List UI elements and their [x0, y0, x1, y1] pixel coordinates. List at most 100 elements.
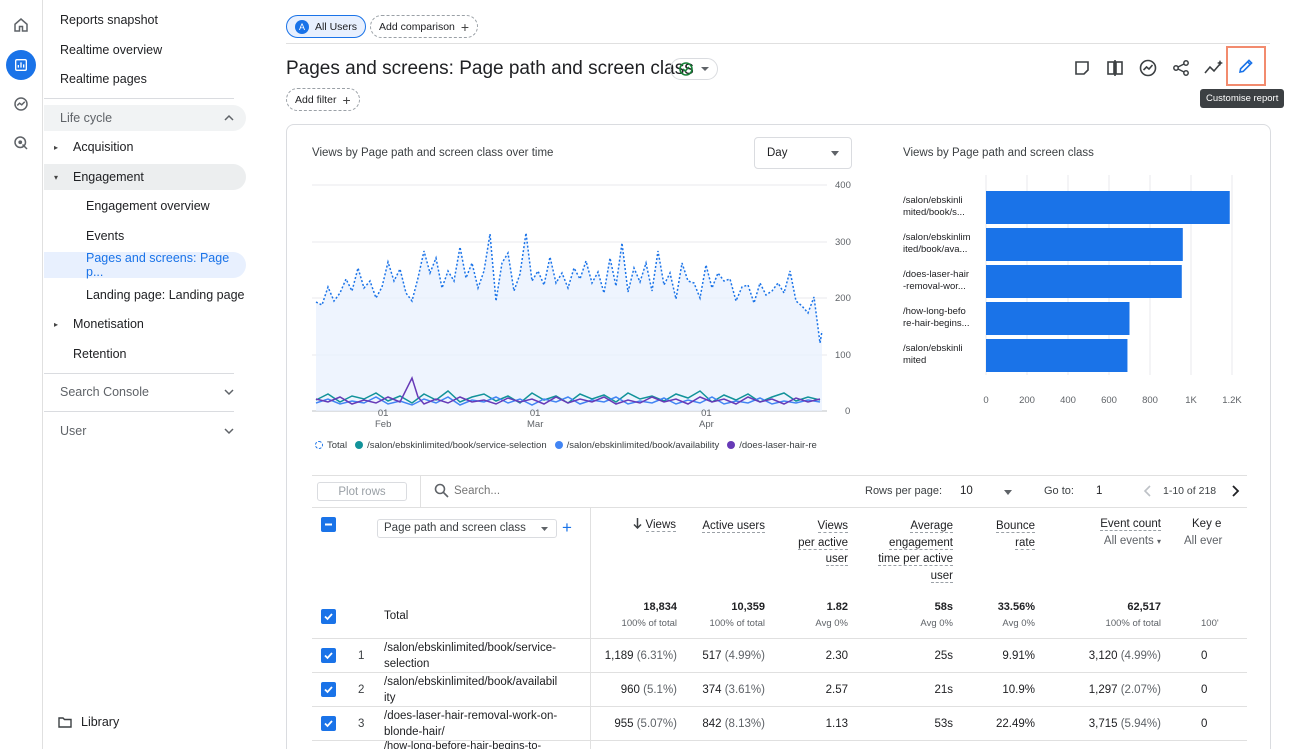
row-event-count: 1,297 (2.07%): [1088, 684, 1161, 696]
status-dropdown[interactable]: [670, 58, 718, 80]
bar[interactable]: [986, 191, 1230, 224]
dimension-label: Page path and screen class: [384, 522, 526, 534]
line-chart: [312, 184, 827, 412]
legend-item-laser-hair[interactable]: /does-laser-hair-re: [727, 440, 817, 451]
rows-per-page-select[interactable]: 10: [960, 485, 1022, 497]
column-header-key-events[interactable]: Key e: [1192, 518, 1222, 530]
column-header-active-users[interactable]: Active users: [702, 520, 765, 533]
share-icon[interactable]: [1168, 55, 1194, 81]
nav-monetisation[interactable]: ▸ Monetisation: [44, 311, 246, 337]
legend-item-total[interactable]: Total: [315, 440, 347, 451]
table-row[interactable]: 1/salon/ebskinlimited/book/service-selec…: [312, 639, 1247, 673]
customise-report-button[interactable]: [1226, 46, 1266, 86]
home-icon[interactable]: [6, 10, 36, 40]
nav-pages-and-screens[interactable]: Pages and screens: Page p...: [44, 251, 246, 279]
bar[interactable]: [986, 228, 1183, 261]
key-events-filter[interactable]: All ever: [1184, 535, 1223, 547]
row-key-events: 0: [1201, 718, 1208, 730]
nav-library[interactable]: Library: [44, 709, 246, 735]
nav-realtime-pages[interactable]: Realtime pages: [44, 66, 246, 92]
search-input[interactable]: [454, 481, 654, 501]
bar[interactable]: [986, 339, 1128, 372]
column-header-avg-engagement[interactable]: Average engagement time per active user: [878, 520, 953, 583]
period-select[interactable]: Day: [754, 137, 852, 169]
chevron-left-icon[interactable]: [1143, 485, 1151, 497]
total-label: Total: [384, 610, 409, 622]
chevron-right-icon[interactable]: [1232, 485, 1240, 497]
nav-acquisition[interactable]: ▸ Acquisition: [44, 134, 246, 160]
bar-x-tick: 1K: [1185, 395, 1197, 406]
data-table: Plot rows Rows per page: 10 Go to: 1 1-1…: [312, 475, 1247, 749]
row-path[interactable]: /does-laser-hair-removal-work-on-blonde-…: [384, 710, 558, 738]
nav-engagement[interactable]: ▾ Engagement: [44, 164, 246, 190]
folder-icon: [58, 717, 72, 728]
total-bounce-rate: 33.56%: [997, 601, 1035, 613]
insights-icon[interactable]: [1135, 55, 1161, 81]
dimension-select[interactable]: Page path and screen class: [377, 519, 557, 538]
plot-rows-button[interactable]: Plot rows: [317, 482, 407, 501]
customise-report-tooltip: Customise report: [1200, 89, 1285, 108]
bar[interactable]: [986, 265, 1182, 298]
row-event-count: 3,715 (5.94%): [1088, 718, 1161, 730]
column-header-views[interactable]: Views: [616, 518, 676, 532]
nav-events[interactable]: Events: [44, 223, 246, 249]
compare-icon[interactable]: [1102, 55, 1128, 81]
nav-retention[interactable]: Retention: [44, 341, 246, 367]
legend-item-service-selection[interactable]: /salon/ebskinlimited/book/service-select…: [355, 440, 547, 451]
nav-label: Landing page: Landing page: [86, 288, 245, 302]
reports-icon[interactable]: [6, 50, 36, 80]
nav-label: Realtime pages: [60, 72, 147, 86]
total-area: [316, 233, 822, 411]
row-number: 3: [358, 718, 365, 730]
bar-category-label: /salon/ebskinli mited/book/s...: [903, 195, 965, 218]
nav-landing-page[interactable]: Landing page: Landing page: [44, 282, 246, 308]
insights-note-icon[interactable]: [1069, 55, 1095, 81]
nav-reports-snapshot[interactable]: Reports snapshot: [44, 7, 246, 33]
column-header-views-per-user[interactable]: Views per active user: [798, 520, 848, 566]
row-active-users: 517 (4.99%): [702, 650, 765, 662]
row-4-path-partial[interactable]: /how-long-before-hair-begins-to-: [384, 740, 542, 749]
row-path[interactable]: /salon/ebskinlimited/book/service-select…: [384, 642, 556, 670]
total-event-count-sub: 100% of total: [1105, 618, 1161, 629]
bar[interactable]: [986, 302, 1130, 335]
trend-sparkle-icon[interactable]: [1201, 55, 1227, 81]
table-row[interactable]: 3/does-laser-hair-removal-work-on-blonde…: [312, 707, 1247, 741]
pencil-icon: [1238, 59, 1253, 74]
legend-item-availability[interactable]: /salon/ebskinlimited/book/availability: [554, 440, 719, 451]
nav-engagement-overview[interactable]: Engagement overview: [44, 193, 246, 219]
nav-label: Acquisition: [73, 140, 134, 154]
total-row-checkbox[interactable]: [321, 609, 336, 624]
nav-section-search-console[interactable]: Search Console: [44, 379, 246, 405]
row-checkbox[interactable]: [321, 716, 336, 731]
nav-label: Monetisation: [73, 317, 144, 331]
nav-label: Realtime overview: [60, 43, 163, 57]
bar-category-label: /salon/ebskinlim ited/book/ava...: [903, 232, 971, 255]
select-all-checkbox[interactable]: [321, 517, 336, 532]
row-active-users: 842 (8.13%): [702, 718, 765, 730]
caret-right-icon: ▸: [54, 142, 59, 152]
row-checkbox[interactable]: [321, 648, 336, 663]
bar-x-tick: 600: [1101, 395, 1117, 406]
event-filter-select[interactable]: All events ▾: [1103, 535, 1161, 547]
chevron-up-icon: [224, 114, 234, 121]
advertising-icon[interactable]: [6, 128, 36, 158]
divider: [312, 475, 1247, 476]
goto-input[interactable]: 1: [1096, 485, 1103, 497]
explore-icon[interactable]: [6, 89, 36, 119]
row-checkbox[interactable]: [321, 682, 336, 697]
row-bounce-rate: 10.9%: [1002, 684, 1035, 696]
x-tick: 01 Feb: [375, 408, 392, 430]
column-header-event-count[interactable]: Event count: [1100, 518, 1161, 531]
column-header-bounce-rate[interactable]: Bounce rate: [995, 520, 1035, 550]
nav-section-user[interactable]: User: [44, 418, 246, 444]
add-dimension-icon[interactable]: +: [562, 518, 572, 537]
nav-section-lifecycle[interactable]: Life cycle: [44, 105, 246, 131]
add-filter-button[interactable]: Add filter +: [286, 88, 360, 111]
table-row[interactable]: 2/salon/ebskinlimited/book/availabil ity 9…: [312, 673, 1247, 707]
row-path[interactable]: /salon/ebskinlimited/book/availabil ity: [384, 676, 558, 704]
segment-chip[interactable]: A All Users: [286, 15, 367, 38]
divider: [312, 740, 1247, 741]
pagination-range: 1-10 of 218: [1163, 485, 1217, 497]
nav-realtime-overview[interactable]: Realtime overview: [44, 37, 246, 63]
add-comparison-button[interactable]: Add comparison +: [370, 15, 479, 38]
